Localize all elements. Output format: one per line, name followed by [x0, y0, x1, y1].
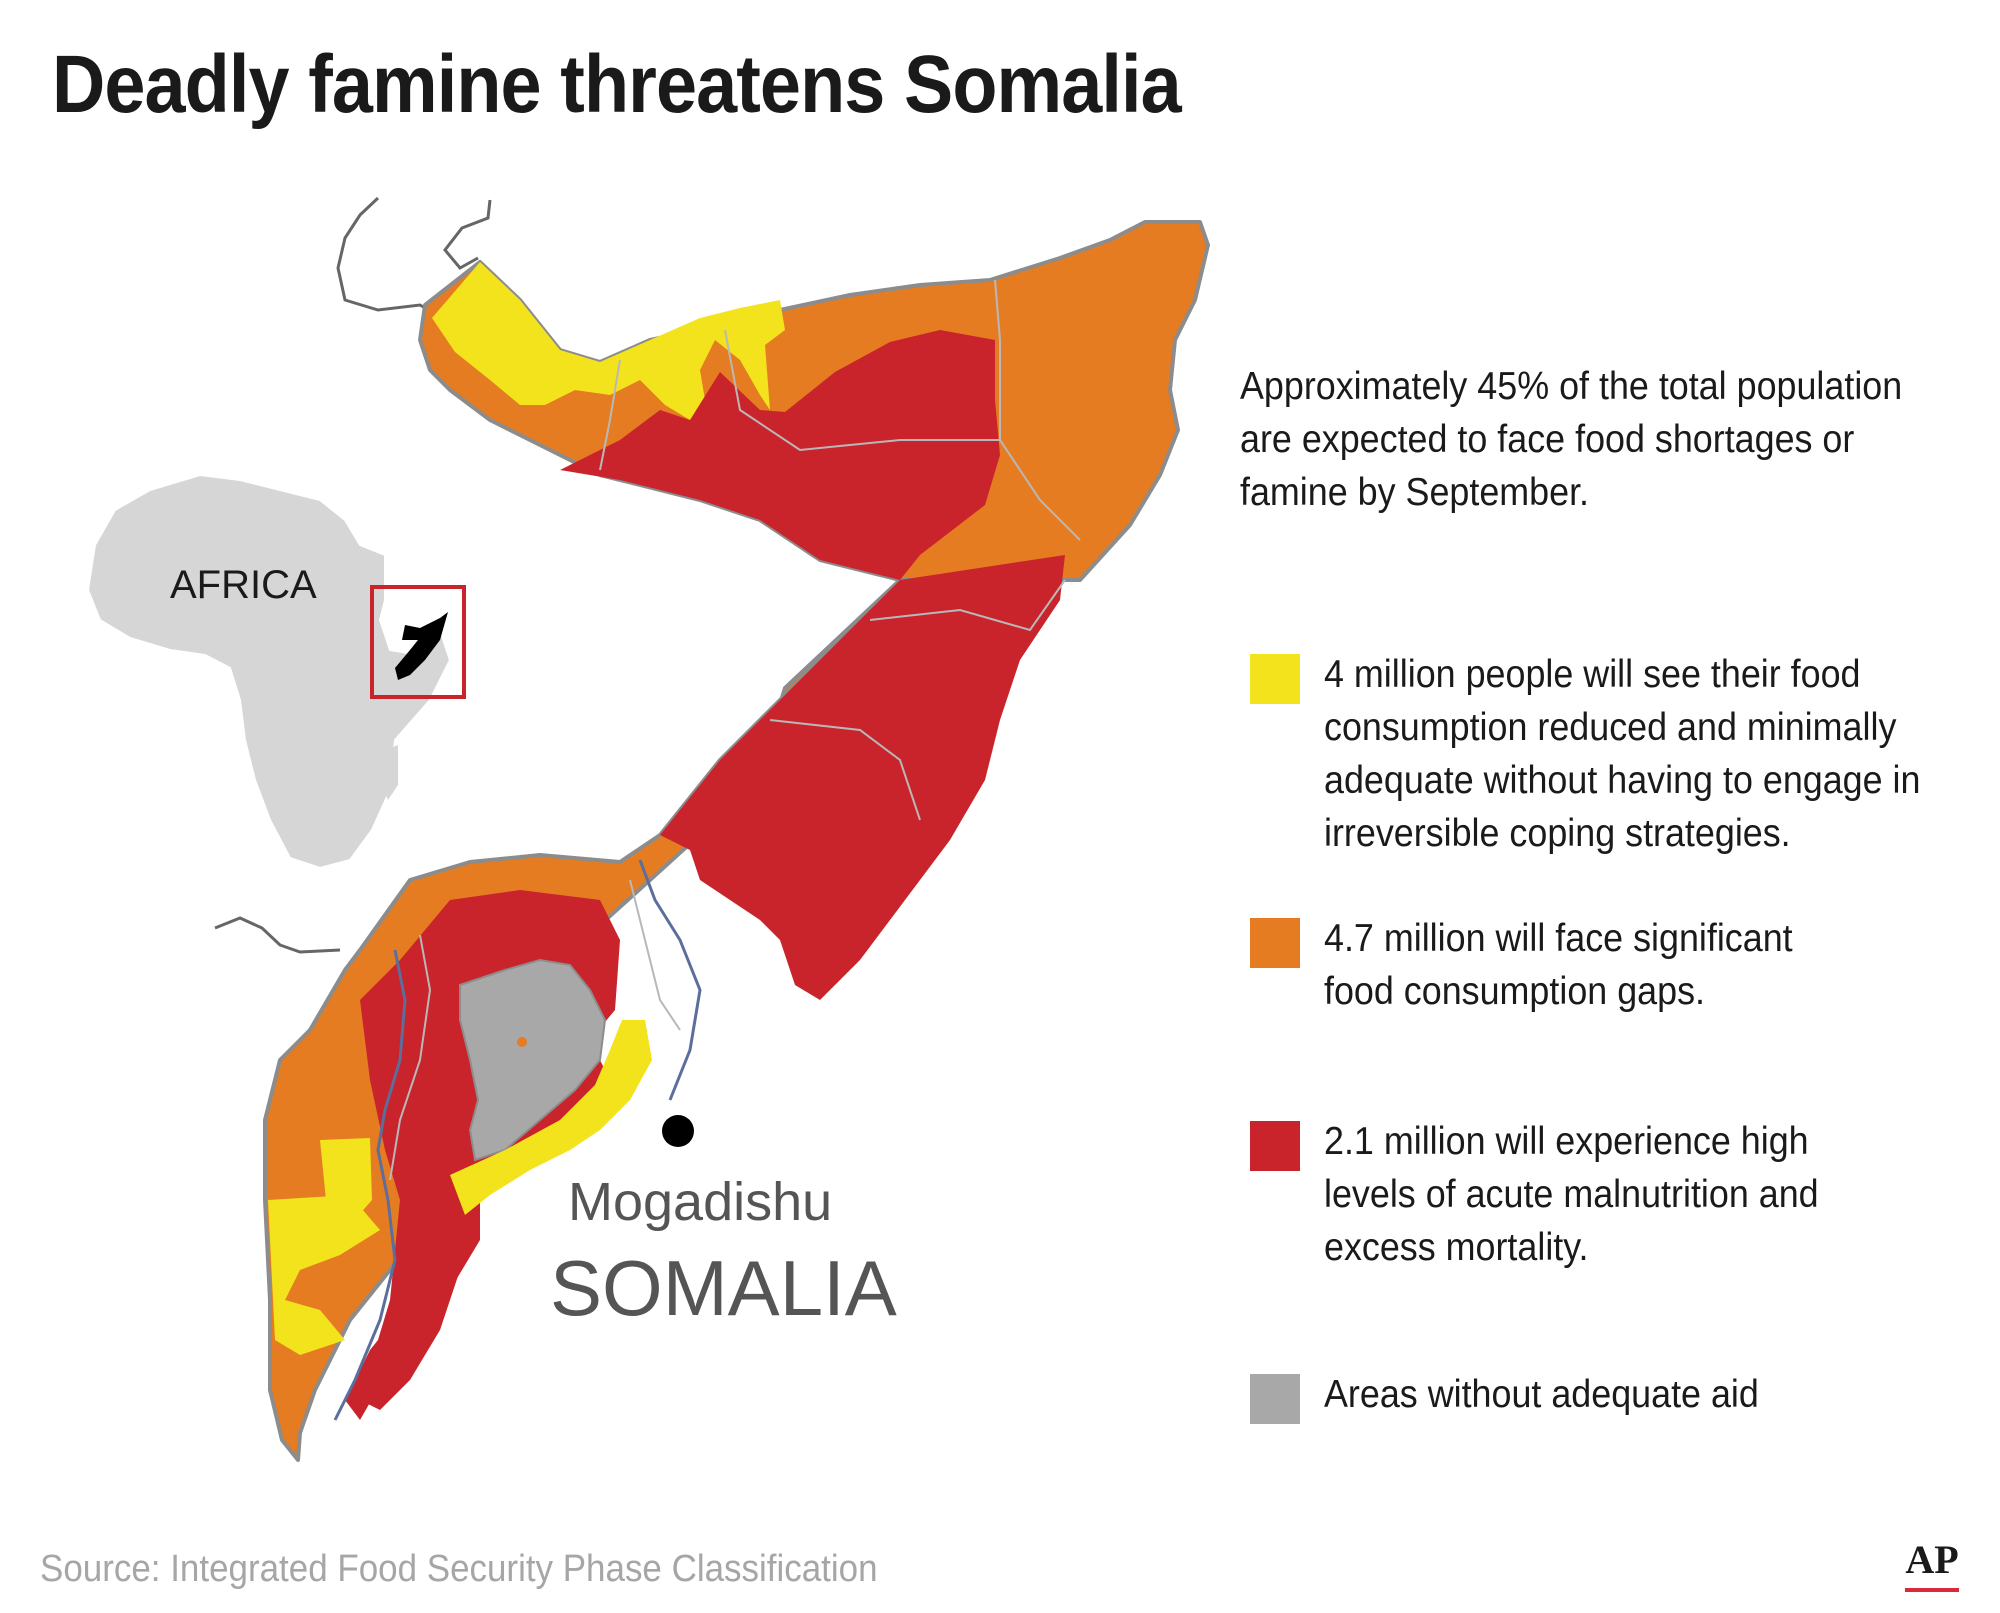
ap-logo-underline	[1905, 1588, 1959, 1592]
africa-landmass	[86, 473, 452, 870]
africa-inset: AFRICA	[86, 473, 466, 870]
legend-text-red: 2.1 million will experience high levels …	[1324, 1120, 1819, 1269]
legend-text-grey: Areas without adequate aid	[1324, 1373, 1759, 1416]
neighbor-border-west	[214, 916, 341, 954]
legend-swatch-grey	[1250, 1374, 1300, 1424]
river-shabelle	[638, 859, 702, 1101]
region-red-south-coast	[345, 1200, 480, 1420]
internal-borders	[389, 279, 1081, 1181]
legend-swatch-yellow	[1250, 654, 1300, 704]
legend-text-yellow: 4 million people will see their food con…	[1324, 653, 1921, 855]
legend-swatch-red	[1250, 1121, 1300, 1171]
region-red-north	[560, 330, 1000, 580]
inset-label: AFRICA	[170, 563, 317, 607]
madagascar	[380, 745, 398, 800]
neighbor-border-north-2	[443, 199, 492, 270]
page-title: Deadly famine threatens Somalia	[52, 39, 1182, 130]
source-note: Source: Integrated Food Security Phase C…	[40, 1548, 878, 1590]
region-red-central	[660, 555, 1065, 1000]
inset-frame	[370, 585, 466, 699]
region-yellow-south-1	[450, 1020, 652, 1215]
somalia-silhouette	[395, 612, 448, 680]
city-label: Mogadishu	[568, 1172, 832, 1232]
region-yellow-north	[432, 262, 785, 420]
mogadishu-marker	[662, 1115, 694, 1147]
river-juba	[333, 949, 407, 1421]
country-label: SOMALIA	[550, 1244, 897, 1332]
legend-swatch-orange	[1250, 918, 1300, 968]
region-yellow-south-3	[268, 1195, 380, 1355]
ap-logo-text: AP	[1905, 1537, 1959, 1582]
intro-text: Approximately 45% of the total populatio…	[1240, 365, 1903, 514]
town-marker	[517, 1037, 527, 1047]
legend-text-orange: 4.7 million will face significant food c…	[1324, 917, 1793, 1013]
ap-logo: AP	[1902, 1538, 1962, 1592]
region-no-aid	[459, 958, 607, 1162]
